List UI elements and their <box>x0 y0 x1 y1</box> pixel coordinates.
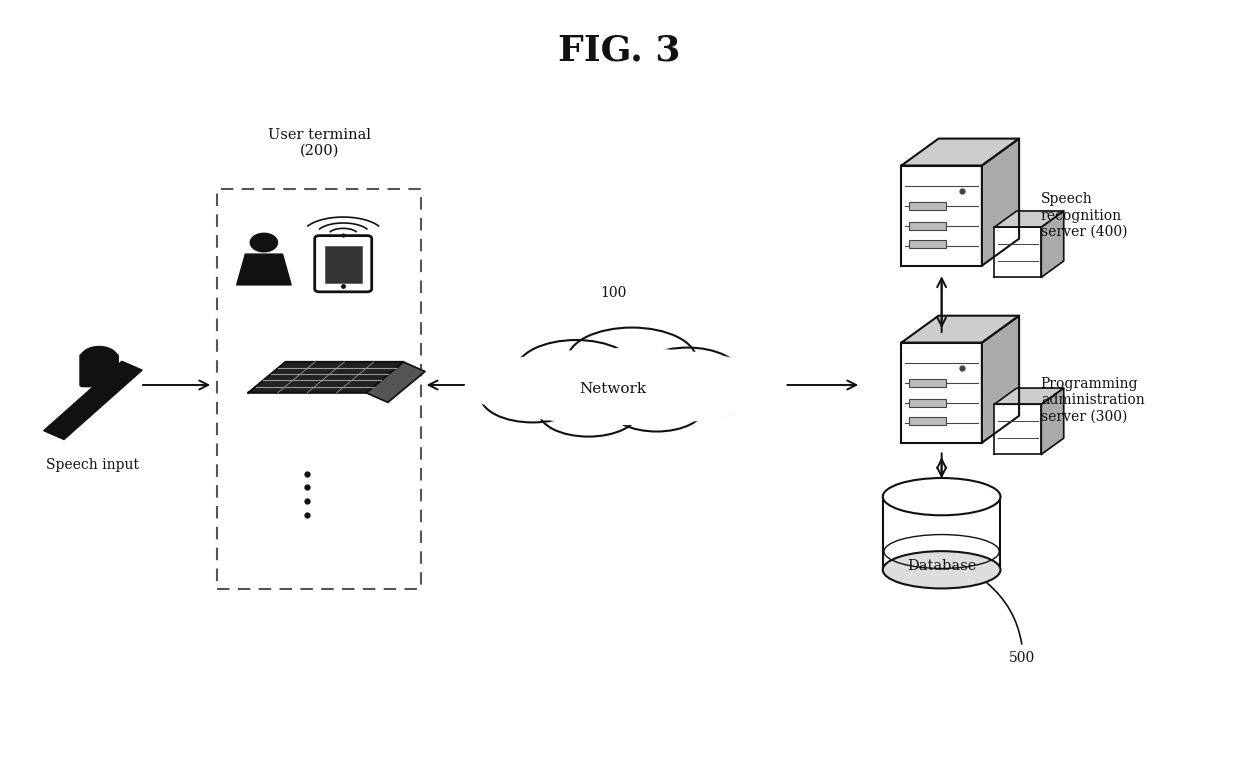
Polygon shape <box>237 254 291 285</box>
FancyBboxPatch shape <box>909 222 945 229</box>
Ellipse shape <box>567 327 696 392</box>
Polygon shape <box>981 316 1018 443</box>
FancyBboxPatch shape <box>909 239 945 248</box>
Polygon shape <box>994 404 1041 454</box>
Polygon shape <box>248 362 404 393</box>
Ellipse shape <box>465 348 787 425</box>
Polygon shape <box>902 316 1018 343</box>
Polygon shape <box>981 139 1018 266</box>
Text: 100: 100 <box>600 286 627 300</box>
Text: Database: Database <box>907 559 976 573</box>
FancyBboxPatch shape <box>909 379 945 387</box>
Text: Network: Network <box>580 382 647 396</box>
Text: User terminal
(200): User terminal (200) <box>268 128 372 158</box>
Text: 500: 500 <box>1009 651 1036 665</box>
Polygon shape <box>994 388 1063 404</box>
Ellipse shape <box>81 346 118 370</box>
FancyBboxPatch shape <box>909 417 945 425</box>
Polygon shape <box>43 361 142 440</box>
Ellipse shape <box>481 370 585 423</box>
Polygon shape <box>882 497 1000 570</box>
Polygon shape <box>902 343 981 443</box>
FancyBboxPatch shape <box>79 353 119 387</box>
Text: Speech input: Speech input <box>46 458 140 472</box>
Polygon shape <box>994 211 1063 227</box>
Ellipse shape <box>882 551 1000 588</box>
Ellipse shape <box>636 347 740 400</box>
Polygon shape <box>994 227 1041 277</box>
Ellipse shape <box>882 478 1000 515</box>
Ellipse shape <box>250 233 278 252</box>
Polygon shape <box>366 362 425 403</box>
Polygon shape <box>902 139 1018 166</box>
Ellipse shape <box>517 340 636 399</box>
Polygon shape <box>1041 211 1063 277</box>
Ellipse shape <box>610 385 704 431</box>
FancyBboxPatch shape <box>909 202 945 209</box>
FancyBboxPatch shape <box>315 236 372 292</box>
FancyBboxPatch shape <box>909 399 945 407</box>
FancyBboxPatch shape <box>325 246 362 283</box>
Polygon shape <box>1041 388 1063 454</box>
Text: Programming
administration
server (300): Programming administration server (300) <box>1041 377 1145 424</box>
Ellipse shape <box>665 370 760 416</box>
Ellipse shape <box>539 387 638 437</box>
Text: Speech
recognition
server (400): Speech recognition server (400) <box>1041 192 1127 239</box>
Text: FIG. 3: FIG. 3 <box>559 33 680 67</box>
Polygon shape <box>902 166 981 266</box>
